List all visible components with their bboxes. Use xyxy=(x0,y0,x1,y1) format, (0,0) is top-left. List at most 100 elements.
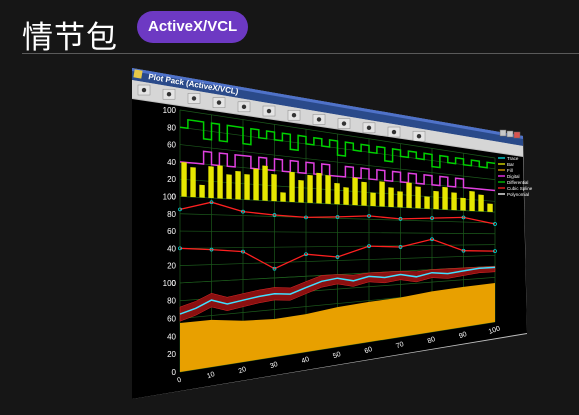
legend-label: Polynomial xyxy=(507,192,529,197)
y-tick-label: 40 xyxy=(167,158,176,167)
bar xyxy=(388,187,394,208)
bar xyxy=(406,182,412,208)
x-tick-label: 80 xyxy=(427,336,437,345)
axis-fit-icon[interactable] xyxy=(312,114,326,125)
spline-point xyxy=(430,237,434,242)
legend-label: Cubic Spline xyxy=(507,186,533,191)
spline-point xyxy=(398,245,403,249)
y-tick-label: 0 xyxy=(172,368,177,377)
toolbar-icons xyxy=(137,84,426,142)
bar xyxy=(379,181,385,207)
series-error-band xyxy=(179,266,496,322)
page-title: 情节包 xyxy=(22,20,118,56)
legend-label: Bar xyxy=(507,162,515,167)
zoom-in-icon[interactable] xyxy=(262,105,276,117)
play-icon[interactable] xyxy=(137,84,151,96)
spline-point xyxy=(304,252,308,257)
x-tick-label: 60 xyxy=(364,346,374,355)
series-magenta-digital xyxy=(179,150,496,192)
x-tick-label: 100 xyxy=(488,325,501,336)
y-tick-label: 80 xyxy=(167,210,176,219)
y-tick-label: 60 xyxy=(167,227,176,236)
bar xyxy=(199,184,205,198)
grid-hline xyxy=(179,244,496,249)
y-tick-label: 80 xyxy=(167,123,176,132)
spline-point xyxy=(241,249,245,254)
y-tick-label: 60 xyxy=(167,141,176,150)
x-tick-label: 70 xyxy=(395,341,405,350)
series-green-digital xyxy=(179,118,496,169)
header-divider xyxy=(22,53,579,54)
series-spline-upper xyxy=(179,201,496,225)
y-tick-label: 0 xyxy=(172,279,177,288)
print-icon[interactable] xyxy=(412,130,426,142)
y-tick-label: 100 xyxy=(163,106,177,115)
spline-point xyxy=(335,215,340,219)
pan-icon[interactable] xyxy=(187,93,201,104)
y-tick-label: 20 xyxy=(167,175,176,184)
grid-hline xyxy=(179,255,496,266)
series-spline-lower xyxy=(179,238,496,270)
bar xyxy=(190,167,196,198)
bar xyxy=(487,203,493,213)
minimize-icon[interactable] xyxy=(499,129,507,137)
legend-label: Digital xyxy=(507,174,520,179)
app-icon xyxy=(133,69,143,79)
spline-point xyxy=(461,215,466,220)
spline-point xyxy=(178,207,182,212)
bar xyxy=(280,192,286,202)
y-tick-label: 80 xyxy=(167,297,176,306)
save-icon[interactable] xyxy=(387,126,401,138)
blank-tool-icon[interactable] xyxy=(287,109,301,121)
y-tick-label: 20 xyxy=(167,350,176,359)
product-badge[interactable]: ActiveX/VCL xyxy=(137,11,249,43)
x-tick-label: 20 xyxy=(238,366,248,375)
x-tick-label: 50 xyxy=(332,351,342,360)
spline-point xyxy=(367,214,371,218)
spline-point xyxy=(209,247,214,252)
maximize-icon[interactable] xyxy=(506,130,514,138)
zoom-out-icon[interactable] xyxy=(237,101,251,113)
spline-point xyxy=(398,217,403,221)
series-fill xyxy=(180,282,495,372)
bar xyxy=(235,170,241,200)
copy-icon[interactable] xyxy=(337,118,351,129)
y-tick-label: 40 xyxy=(167,332,176,341)
bar xyxy=(271,174,277,202)
y-tick-label: 40 xyxy=(167,244,176,253)
series-trace xyxy=(179,266,496,315)
bar xyxy=(334,182,340,205)
spline-point xyxy=(209,200,214,205)
paste-icon[interactable] xyxy=(362,122,376,134)
spline-point xyxy=(178,246,182,251)
pause-icon[interactable] xyxy=(162,88,176,100)
x-tick-label: 40 xyxy=(301,356,311,365)
close-icon[interactable] xyxy=(513,131,521,139)
grid-hline xyxy=(179,144,496,180)
y-tick-label: 100 xyxy=(163,279,177,288)
grid-hline xyxy=(179,230,496,235)
spline-point xyxy=(430,216,434,220)
bar xyxy=(307,174,313,204)
zoom-box-icon[interactable] xyxy=(212,97,226,108)
x-tick-label: 10 xyxy=(206,371,216,380)
legend-label: Trace xyxy=(507,156,519,161)
spline-point xyxy=(493,222,497,226)
spline-point xyxy=(493,249,497,253)
bar xyxy=(370,192,376,207)
bar xyxy=(478,194,484,212)
bar xyxy=(352,177,358,206)
x-tick-label: 30 xyxy=(269,361,279,370)
bar xyxy=(208,166,214,199)
bar xyxy=(424,196,430,209)
page-header: 情节包 ActiveX/VCL xyxy=(0,0,579,56)
bar xyxy=(442,186,448,210)
y-tick-label: 20 xyxy=(167,262,176,271)
bar xyxy=(289,171,295,203)
spline-point xyxy=(461,248,466,253)
bar xyxy=(343,187,349,205)
bar xyxy=(226,174,232,200)
grid-hline xyxy=(179,109,496,159)
spline-point xyxy=(272,213,277,217)
y-tick-label: 100 xyxy=(163,192,177,201)
